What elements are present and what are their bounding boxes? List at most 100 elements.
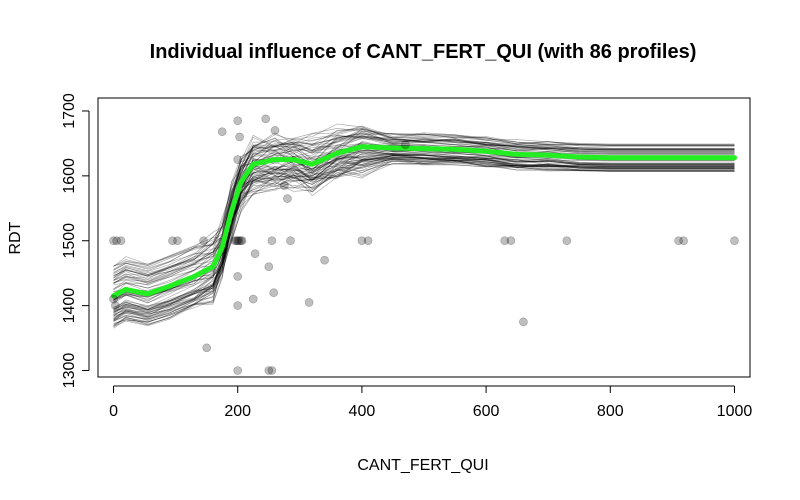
profile-line <box>113 128 735 267</box>
observation-point <box>236 236 246 245</box>
observation-point <box>232 236 241 245</box>
observation-point <box>248 294 258 304</box>
observation-point <box>283 194 292 203</box>
profile-line <box>113 158 735 320</box>
profile-line <box>113 155 735 318</box>
profile-line <box>113 156 735 321</box>
profile-line <box>113 136 735 275</box>
profile-line <box>113 154 735 313</box>
observation-point <box>730 236 739 245</box>
profile-line <box>113 135 735 282</box>
profile-line <box>113 134 735 282</box>
observation-point <box>234 236 244 245</box>
profile-line <box>113 126 735 278</box>
profile-line <box>113 155 735 309</box>
observation-point <box>202 343 211 353</box>
profile-line <box>113 159 735 321</box>
mean-profile-group <box>111 144 737 299</box>
observation-point <box>233 272 242 281</box>
y-axis-label: RDT <box>7 221 24 254</box>
observation-point <box>233 116 242 125</box>
profile-line <box>113 142 735 289</box>
profile-line <box>113 127 735 270</box>
profile-line <box>113 136 735 284</box>
plot-frame <box>97 97 751 378</box>
profile-line <box>113 158 735 321</box>
profile-line <box>113 130 735 281</box>
profile-line <box>113 156 735 315</box>
y-tick-label: 1700 <box>61 93 78 129</box>
observation-point <box>173 236 182 245</box>
profile-line <box>113 160 735 329</box>
profile-line <box>113 123 735 271</box>
observation-point <box>267 236 277 245</box>
observation-point <box>320 255 329 265</box>
profile-line <box>113 157 735 316</box>
observation-point <box>217 127 227 136</box>
profile-line <box>113 133 735 267</box>
profile-line <box>113 149 735 302</box>
observation-point <box>270 126 280 135</box>
observation-point <box>111 301 120 310</box>
observation-point <box>401 140 410 149</box>
profile-line <box>113 149 735 304</box>
observation-point <box>267 366 277 375</box>
profile-line <box>113 156 735 322</box>
profile-line <box>113 154 735 314</box>
profile-line <box>113 163 735 324</box>
observation-point <box>230 236 239 245</box>
observation-point <box>674 236 683 245</box>
profile-line <box>113 152 735 310</box>
observation-point <box>562 236 572 245</box>
observation-point <box>363 236 373 245</box>
profile-line <box>113 135 735 273</box>
profile-line <box>113 135 735 277</box>
profile-lines <box>113 123 735 329</box>
profile-line <box>113 152 735 311</box>
observation-point <box>269 288 279 298</box>
chart-title: Individual influence of CANT_FERT_QUI (w… <box>150 41 697 63</box>
y-tick-label: 1300 <box>61 353 78 389</box>
observation-point <box>286 236 295 245</box>
profile-line <box>113 128 735 284</box>
observation-point <box>264 366 274 375</box>
observation-points <box>109 114 739 375</box>
profile-line <box>113 151 735 314</box>
profile-line <box>113 160 735 328</box>
profile-line <box>113 154 735 313</box>
profile-line <box>113 155 735 319</box>
observation-point <box>199 236 208 245</box>
profile-line <box>113 163 735 327</box>
observation-point <box>357 236 367 245</box>
observation-point <box>116 236 126 245</box>
profile-line <box>113 131 735 279</box>
observation-point <box>233 155 242 164</box>
profile-line <box>113 159 735 327</box>
observation-point <box>109 236 118 245</box>
profile-line <box>113 153 735 310</box>
observation-point <box>500 236 510 245</box>
observation-point <box>112 236 121 245</box>
profile-line <box>113 157 735 321</box>
x-tick-label: 0 <box>109 403 118 420</box>
observation-point <box>109 294 118 304</box>
profile-line <box>113 138 735 284</box>
profile-line <box>113 135 735 276</box>
profile-line <box>113 135 735 277</box>
profile-line <box>113 132 735 268</box>
x-tick-label: 200 <box>224 403 251 420</box>
profile-line <box>113 125 735 267</box>
y-tick-label: 1500 <box>61 223 78 259</box>
observation-point <box>235 132 244 142</box>
profile-line <box>113 154 735 317</box>
profile-line <box>113 151 735 310</box>
x-axis-label: CANT_FERT_QUI <box>357 457 488 474</box>
profile-line <box>113 150 735 315</box>
observation-point <box>233 301 242 310</box>
mean-profile-line <box>111 144 737 299</box>
profile-line <box>113 127 735 274</box>
y-axis: 1300 1400 1500 1600 1700 <box>61 93 90 389</box>
observation-point <box>233 366 242 375</box>
x-tick-label: 600 <box>473 403 500 420</box>
x-tick-label: 400 <box>349 403 376 420</box>
